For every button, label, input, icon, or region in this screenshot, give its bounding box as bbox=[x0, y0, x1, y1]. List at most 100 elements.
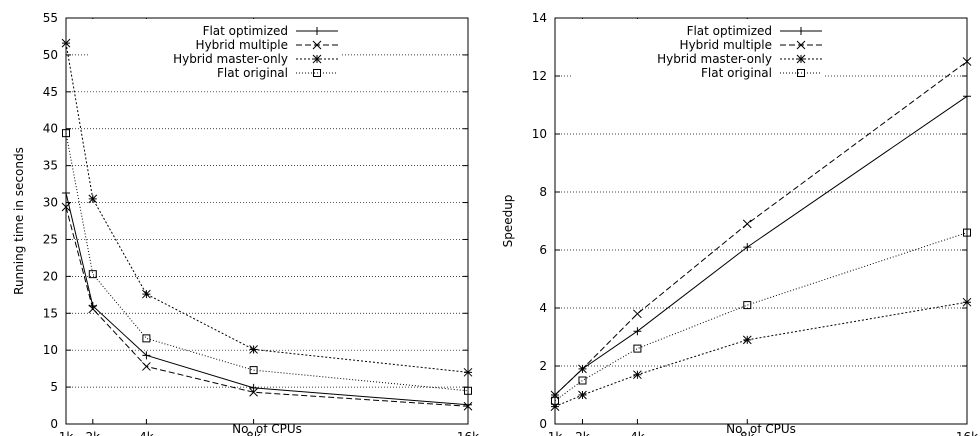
y-tick-label: 55 bbox=[43, 11, 58, 25]
y-tick-label: 6 bbox=[539, 243, 547, 257]
data-point bbox=[249, 366, 258, 375]
legend-marker bbox=[796, 54, 806, 64]
data-point bbox=[742, 219, 752, 229]
series-line bbox=[554, 232, 968, 402]
x-tick-label: 8k bbox=[246, 430, 261, 436]
legend-label: Flat original bbox=[217, 66, 288, 80]
x-tick-label: 1k bbox=[548, 430, 563, 436]
y-tick-label: 10 bbox=[532, 127, 547, 141]
x-tick-label: 1k bbox=[59, 430, 74, 436]
y-tick-label: 40 bbox=[43, 122, 58, 136]
legend-marker bbox=[312, 54, 322, 64]
data-point bbox=[249, 345, 258, 354]
data-point bbox=[742, 335, 752, 345]
legend-label: Hybrid multiple bbox=[196, 38, 288, 52]
data-point bbox=[464, 400, 472, 409]
y-tick-label: 45 bbox=[43, 85, 58, 99]
data-point bbox=[962, 297, 972, 307]
legend-marker bbox=[797, 27, 805, 35]
y-tick-label: 50 bbox=[43, 48, 58, 62]
y-tick-label: 0 bbox=[539, 417, 547, 431]
series-line bbox=[65, 192, 469, 406]
data-point bbox=[464, 386, 472, 395]
series-hybrid-multiple bbox=[61, 202, 473, 411]
x-tick-label: 2k bbox=[575, 430, 590, 436]
y-tick-label: 30 bbox=[43, 196, 58, 210]
legend-label: Flat optimized bbox=[687, 24, 772, 38]
plot-frame bbox=[65, 17, 469, 425]
y-tick-label: 2 bbox=[539, 359, 547, 373]
data-point bbox=[61, 38, 71, 48]
data-point bbox=[463, 401, 473, 411]
series-flat-original bbox=[551, 228, 971, 405]
x-axis-label: No. of CPUs bbox=[726, 422, 796, 436]
data-point bbox=[463, 367, 473, 377]
x-tick-label: 2k bbox=[86, 430, 101, 436]
legend-marker bbox=[312, 40, 322, 50]
legend-marker bbox=[797, 69, 805, 77]
x-axis-label: No. of CPUs bbox=[232, 422, 302, 436]
data-point bbox=[88, 304, 98, 314]
legend-label: Hybrid master-only bbox=[657, 52, 772, 66]
data-point bbox=[142, 289, 151, 299]
x-tick-label: 8k bbox=[740, 430, 755, 436]
data-point bbox=[962, 57, 972, 66]
data-point bbox=[550, 402, 560, 411]
data-point bbox=[633, 370, 642, 380]
speedup-chart: 0 2 4 6 8 10 12 14 1k 2k 4k 8k 16k No. of CPUs Speedup… bbox=[501, 11, 978, 436]
legend-background bbox=[572, 19, 825, 79]
y-tick-label: 4 bbox=[539, 301, 547, 315]
y-tick-label: 20 bbox=[43, 269, 58, 283]
x-tick-label: 16k bbox=[956, 430, 978, 436]
data-point bbox=[142, 351, 151, 360]
data-point bbox=[88, 270, 97, 279]
data-point bbox=[963, 228, 971, 237]
y-tick-label: 14 bbox=[532, 11, 547, 25]
data-point bbox=[61, 202, 71, 212]
series-hybrid-master-only bbox=[61, 38, 473, 377]
legend-background bbox=[88, 19, 341, 79]
y-tick-label: 8 bbox=[539, 185, 547, 199]
data-point bbox=[743, 243, 752, 252]
series-flat-optimized bbox=[551, 92, 971, 399]
series-flat-original bbox=[62, 129, 472, 395]
data-point bbox=[578, 376, 587, 385]
data-point bbox=[633, 309, 642, 319]
legend-marker bbox=[313, 69, 321, 77]
series-line bbox=[65, 206, 469, 407]
data-point bbox=[963, 92, 971, 101]
data-point bbox=[551, 396, 559, 405]
legend-label: Flat original bbox=[701, 66, 772, 80]
data-point bbox=[578, 364, 587, 374]
series-hybrid-master-only bbox=[550, 297, 972, 411]
data-point bbox=[633, 327, 642, 336]
data-point bbox=[62, 188, 70, 197]
y-tick-label: 0 bbox=[50, 417, 58, 431]
y-tick-label: 10 bbox=[43, 343, 58, 357]
running-time-chart: 0 5 10 15 20 25 30 35 40 45 50 55 1k 2k 4k 8k 16k No. of … bbox=[12, 11, 479, 436]
y-axis-label: Running time in seconds bbox=[12, 147, 26, 295]
data-point bbox=[249, 387, 258, 397]
series-line bbox=[65, 133, 469, 392]
series-line bbox=[554, 95, 968, 396]
y-tick-label: 15 bbox=[43, 306, 58, 320]
series-line bbox=[65, 43, 469, 373]
data-point bbox=[142, 334, 151, 343]
data-point bbox=[88, 194, 98, 204]
y-axis-label: Speedup bbox=[501, 195, 515, 248]
data-point bbox=[633, 344, 642, 353]
legend-marker bbox=[313, 27, 321, 35]
data-point bbox=[743, 301, 752, 310]
y-tick-label: 25 bbox=[43, 232, 58, 246]
x-tick-label: 4k bbox=[630, 430, 645, 436]
legend-label: Hybrid multiple bbox=[680, 38, 772, 52]
data-point bbox=[578, 390, 587, 400]
data-point bbox=[62, 129, 70, 138]
data-point bbox=[142, 362, 151, 371]
data-point bbox=[249, 383, 258, 392]
series-line bbox=[554, 301, 968, 408]
plot-frame bbox=[554, 17, 968, 425]
legend-label: Hybrid master-only bbox=[173, 52, 288, 66]
y-tick-label: 35 bbox=[43, 159, 58, 173]
